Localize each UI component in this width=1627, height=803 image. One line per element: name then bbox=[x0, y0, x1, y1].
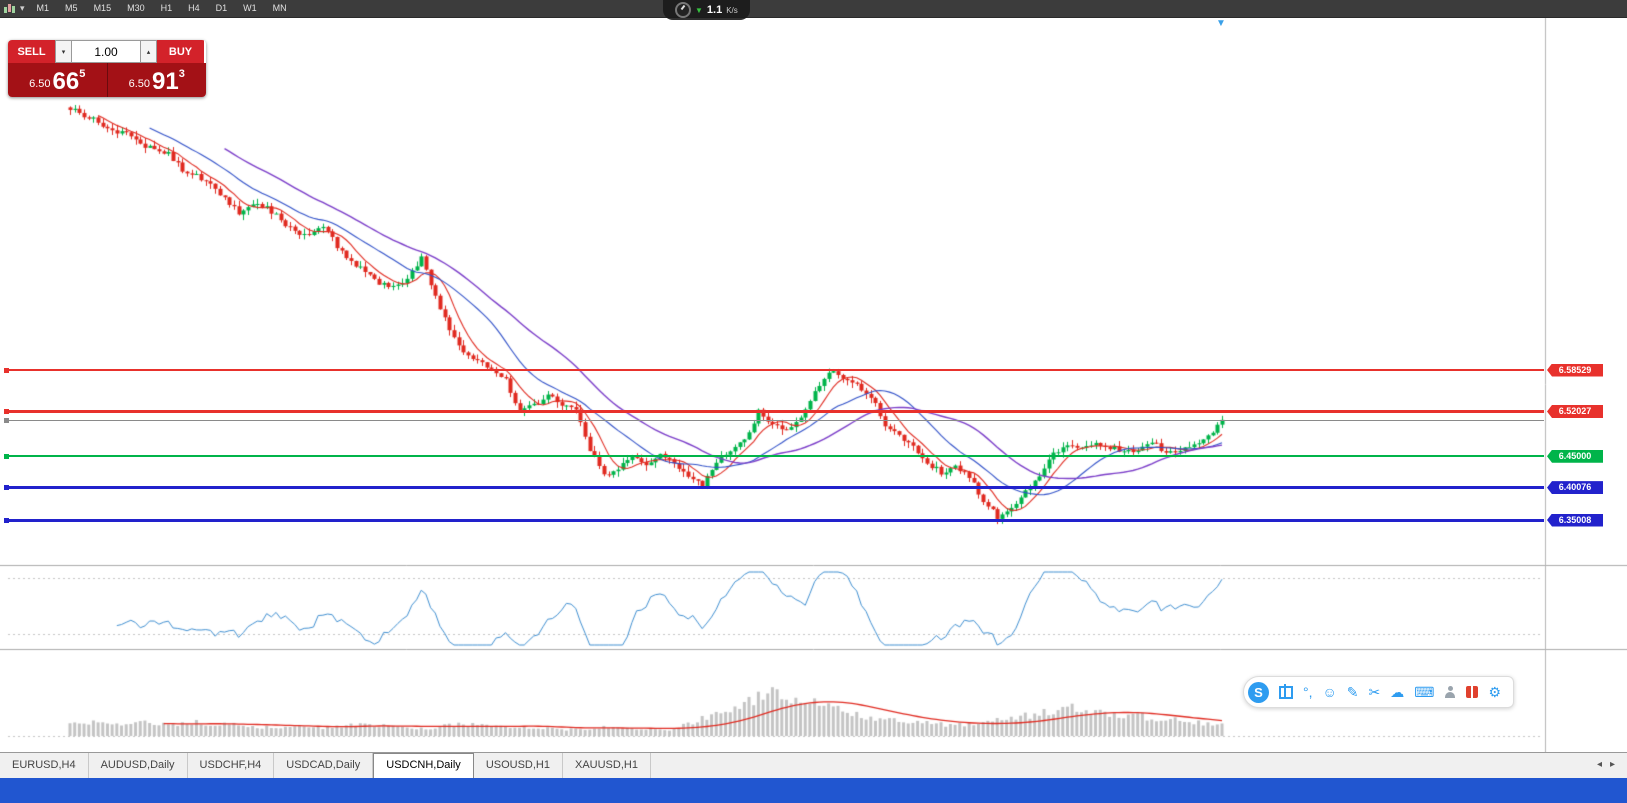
price-tag-6.40076: 6.40076 bbox=[1547, 481, 1603, 495]
price-tag-6.45000: 6.45000 bbox=[1547, 449, 1603, 463]
volume-increase-button[interactable]: ▴ bbox=[140, 40, 157, 63]
buy-price[interactable]: 6.50 91 3 bbox=[106, 63, 207, 97]
tab-scroll-left-icon[interactable]: ◂ bbox=[1596, 759, 1602, 770]
timeframe-M5[interactable]: M5 bbox=[65, 3, 78, 13]
tab-eurusd-h4[interactable]: EURUSD,H4 bbox=[0, 753, 89, 778]
trade-controls-row: SELL ▾ ▴ BUY bbox=[8, 40, 206, 63]
cloud-icon[interactable]: ☁ bbox=[1390, 684, 1405, 700]
net-speed-unit: K/s bbox=[726, 5, 738, 15]
skin-icon[interactable] bbox=[1466, 686, 1479, 698]
timeframe-buttons: M1 M5 M15 M30 H1 H4 D1 W1 MN bbox=[29, 0, 295, 17]
account-icon[interactable] bbox=[1444, 686, 1456, 698]
tab-usdcad-daily[interactable]: USDCAD,Daily bbox=[274, 753, 374, 778]
current-price-line-handle[interactable] bbox=[4, 417, 9, 423]
hline-6.45000[interactable] bbox=[6, 455, 1544, 458]
tab-scroll-arrows: ◂ ▸ bbox=[1597, 753, 1627, 778]
one-click-trading-panel: SELL ▾ ▴ BUY 6.50 66 5 6.50 91 3 bbox=[8, 40, 206, 97]
tab-xauusd-h1[interactable]: XAUUSD,H1 bbox=[563, 753, 651, 778]
timeframe-toolbar: ▾ M1 M5 M15 M30 H1 H4 D1 W1 MN bbox=[0, 0, 1627, 18]
price-tag-6.58529: 6.58529 bbox=[1547, 363, 1603, 377]
timeframe-D1[interactable]: D1 bbox=[215, 3, 228, 13]
candlestick-chart-icon[interactable] bbox=[4, 3, 15, 14]
screenshot-icon[interactable]: ✂ bbox=[1368, 684, 1381, 700]
punctuation-icon[interactable]: °, bbox=[1303, 684, 1313, 700]
tab-usdcnh-daily[interactable]: USDCNH,Daily bbox=[373, 753, 474, 778]
gauge-icon bbox=[675, 2, 691, 18]
ime-toolbar: S °, ☺ ✎ ✂ ☁ ⌨ ⚙ bbox=[1243, 676, 1515, 708]
hline-6.45000-handle[interactable] bbox=[4, 453, 9, 459]
net-speed-value: 1.1 bbox=[706, 4, 723, 16]
ime-logo-icon[interactable]: S bbox=[1248, 681, 1269, 703]
hline-6.52027[interactable] bbox=[6, 409, 1544, 413]
handwriting-icon[interactable]: ✎ bbox=[1346, 684, 1359, 700]
taskbar-strip[interactable] bbox=[0, 778, 1627, 803]
price-tag-6.35008: 6.35008 bbox=[1547, 513, 1603, 527]
download-arrow-icon: ▼ bbox=[695, 5, 703, 15]
chart-tabs-bar: EURUSD,H4 AUDUSD,Daily USDCHF,H4 USDCAD,Dai… bbox=[0, 752, 1627, 778]
timeframe-M1[interactable]: M1 bbox=[36, 3, 50, 13]
sell-button[interactable]: SELL bbox=[8, 40, 55, 63]
hline-6.58529[interactable] bbox=[6, 369, 1544, 371]
current-price-line[interactable] bbox=[6, 419, 1544, 421]
trade-quotes-row: 6.50 66 5 6.50 91 3 bbox=[8, 63, 206, 97]
hline-6.52027-handle[interactable] bbox=[4, 408, 9, 414]
timeframe-W1[interactable]: W1 bbox=[243, 3, 257, 13]
settings-icon[interactable]: ⚙ bbox=[1488, 684, 1502, 700]
hline-6.58529-handle[interactable] bbox=[4, 367, 9, 373]
collapse-arrow-icon[interactable]: ▼ bbox=[1216, 18, 1226, 29]
volume-input[interactable] bbox=[72, 40, 140, 63]
timeframe-H4[interactable]: H4 bbox=[188, 3, 200, 13]
timeframe-H1[interactable]: H1 bbox=[160, 3, 173, 13]
timeframe-M15[interactable]: M15 bbox=[93, 3, 112, 13]
timeframe-MN[interactable]: MN bbox=[272, 3, 287, 13]
chinese-mode-icon[interactable] bbox=[1279, 683, 1293, 699]
hline-6.35008[interactable] bbox=[6, 518, 1544, 522]
keyboard-icon[interactable]: ⌨ bbox=[1414, 684, 1435, 700]
buy-button[interactable]: BUY bbox=[157, 40, 204, 63]
sell-price-prefix: 6.50 bbox=[29, 78, 51, 90]
hline-6.40076-handle[interactable] bbox=[4, 485, 9, 491]
price-tag-6.52027: 6.52027 bbox=[1547, 404, 1603, 418]
buy-price-big: 91 bbox=[152, 68, 179, 95]
sell-price-big: 66 bbox=[52, 68, 80, 95]
tab-usdchf-h4[interactable]: USDCHF,H4 bbox=[188, 753, 275, 778]
tab-usousd-h1[interactable]: USOUSD,H1 bbox=[474, 753, 563, 778]
chart-tabs: EURUSD,H4 AUDUSD,Daily USDCHF,H4 USDCAD,Dai… bbox=[0, 753, 651, 778]
hline-6.40076[interactable] bbox=[6, 486, 1544, 490]
buy-price-prefix: 6.50 bbox=[128, 78, 151, 90]
tab-scroll-right-icon[interactable]: ▸ bbox=[1609, 759, 1615, 770]
sell-price-pip: 5 bbox=[79, 68, 86, 80]
chevron-down-icon[interactable]: ▾ bbox=[20, 3, 25, 13]
hline-6.35008-handle[interactable] bbox=[4, 517, 9, 523]
network-speed-badge: ▼ 1.1 K/s bbox=[663, 0, 750, 20]
timeframe-M30[interactable]: M30 bbox=[127, 3, 145, 13]
emoji-icon[interactable]: ☺ bbox=[1322, 684, 1337, 700]
tab-audusd-daily[interactable]: AUDUSD,Daily bbox=[89, 753, 188, 778]
volume-decrease-button[interactable]: ▾ bbox=[55, 40, 72, 63]
sell-price[interactable]: 6.50 66 5 bbox=[8, 63, 107, 97]
buy-price-pip: 3 bbox=[178, 68, 185, 80]
